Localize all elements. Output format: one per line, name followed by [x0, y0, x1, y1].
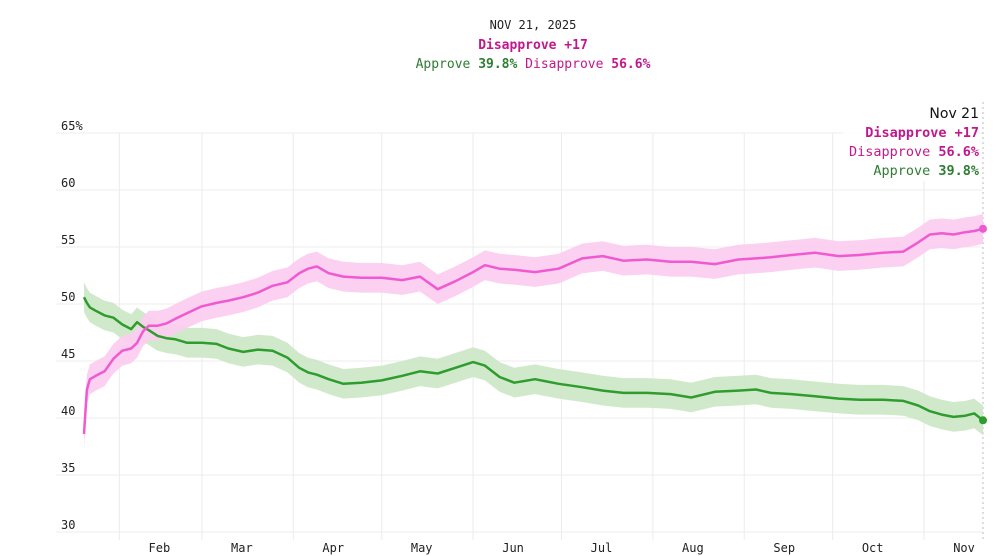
x-tick-label: Jun [502, 541, 524, 555]
x-tick-label: May [411, 541, 433, 555]
summary-date: NOV 21, 2025 [489, 18, 577, 32]
end-markers [979, 224, 987, 425]
y-tick-label: 65% [61, 119, 83, 133]
y-tick-label: 40 [61, 404, 75, 418]
series-lines [82, 227, 984, 435]
x-tick-label: Apr [322, 541, 344, 555]
x-tick-label: Jul [591, 541, 613, 555]
y-tick-label: 30 [61, 518, 75, 532]
summary-approve-value: 39.8% [478, 57, 518, 72]
disapprove-line [82, 227, 984, 435]
summary-disapprove-value: 56.6% [611, 57, 651, 72]
approve-band [84, 282, 983, 436]
callout-disapprove: Disapprove 56.6% [849, 143, 979, 162]
y-tick-label: 45 [61, 347, 75, 361]
y-tick-label: 60 [61, 176, 75, 190]
hover-summary: NOV 21, 2025 Disapprove +17 Approve 39.8… [0, 0, 1008, 90]
x-axis-ticks: Feb Mar Apr May Jun Jul Aug Sep Oct Nov [149, 541, 975, 555]
end-callout: Nov 21 Disapprove +17 Disapprove 56.6% A… [842, 105, 979, 181]
summary-net: Disapprove +17 [478, 38, 588, 53]
callout-disapprove-label: Disapprove [848, 144, 931, 160]
y-tick-label: 55 [61, 233, 75, 247]
x-tick-label: Sep [773, 541, 795, 555]
x-tick-label: Feb [149, 541, 171, 555]
callout-approve-label: Approve [873, 163, 931, 179]
y-axis-ticks: 30 35 40 45 50 55 60 65% [61, 119, 83, 532]
callout-approve: Approve 39.8% [849, 162, 979, 181]
uncertainty-bands [84, 213, 983, 449]
callout-date: Nov 21 [929, 106, 979, 122]
callout-approve-value: 39.8% [938, 163, 979, 179]
x-tick-label: Aug [682, 541, 704, 555]
x-tick-label: Mar [231, 541, 253, 555]
summary-values: Approve 39.8% Disapprove 56.6% [0, 57, 1008, 72]
disapprove-end-marker [979, 224, 987, 233]
callout-disapprove-value: 56.6% [938, 144, 979, 160]
summary-approve-label: Approve [415, 57, 471, 72]
summary-disapprove-label: Disapprove [525, 57, 604, 72]
approve-end-marker [979, 416, 987, 425]
callout-net: Disapprove +17 [865, 125, 979, 141]
y-tick-label: 35 [61, 461, 75, 475]
disapprove-band [84, 213, 983, 449]
y-tick-label: 50 [61, 290, 75, 304]
approve-line [82, 296, 984, 422]
x-tick-label: Oct [862, 541, 884, 555]
x-tick-label: Nov [953, 541, 975, 555]
gridlines [56, 102, 984, 540]
